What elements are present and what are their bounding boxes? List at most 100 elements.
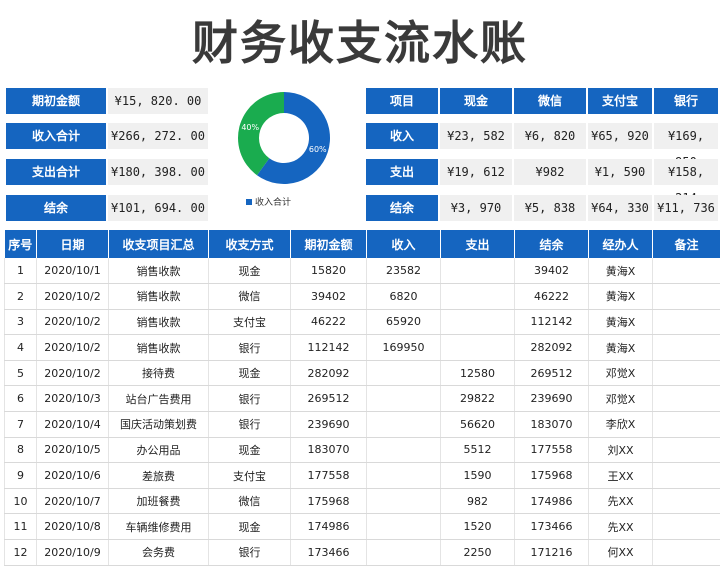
cell-method: 微信 [208, 488, 291, 515]
col-header-handler: 经办人 [588, 230, 653, 258]
cell-date: 2020/10/9 [36, 539, 109, 566]
cell-date: 2020/10/5 [36, 437, 109, 464]
matrix-cell: ¥1, 590 [588, 159, 652, 185]
donut-slice-label-green: 40% [241, 123, 259, 132]
matrix-row-label-income: 收入 [366, 123, 438, 149]
cell-remark [652, 258, 720, 285]
donut-slice [256, 92, 330, 184]
cell-handler: 王XX [588, 462, 653, 489]
cell-balance: 177558 [514, 437, 589, 464]
cell-method: 银行 [208, 411, 291, 438]
matrix-row-label-balance: 结余 [366, 195, 438, 221]
cell-method: 银行 [208, 385, 291, 413]
table-row: 6 2020/10/3 站台广告费用 银行 269512 29822 239690 邓觉X [4, 385, 720, 413]
summary-value-balance: ¥101, 694. 00 [108, 195, 208, 221]
cell-income: 23582 [366, 258, 441, 285]
matrix-row-label-expense: 支出 [366, 159, 438, 185]
matrix-cell: ¥982 [514, 159, 586, 185]
cell-handler: 刘XX [588, 437, 653, 464]
cell-income [366, 462, 441, 489]
cell-remark [652, 283, 720, 310]
cell-remark [652, 488, 720, 515]
donut-slice-label-blue: 60% [309, 145, 327, 154]
cell-date: 2020/10/7 [36, 488, 109, 515]
income-donut-chart: 60% 40% [238, 92, 330, 184]
col-header-balance: 结余 [514, 230, 589, 258]
cell-opening: 239690 [290, 411, 367, 438]
cell-handler: 先XX [588, 488, 653, 515]
legend-swatch [246, 198, 252, 205]
table-row: 4 2020/10/2 销售收款 银行 112142 169950 282092 黄海X [4, 334, 720, 361]
cell-method: 现金 [208, 513, 291, 541]
cell-index: 11 [4, 513, 37, 541]
cell-index: 6 [4, 385, 37, 413]
cell-method: 银行 [208, 539, 291, 566]
cell-opening: 112142 [290, 334, 367, 361]
matrix-header-item: 项目 [366, 88, 438, 114]
cell-handler: 黄海X [588, 258, 653, 285]
ledger-table: 序号 日期 收支项目汇总 收支方式 期初金额 收入 支出 结余 经办人 备注 1… [4, 230, 720, 566]
cell-remark [652, 437, 720, 464]
cell-income: 169950 [366, 334, 441, 361]
cell-index: 7 [4, 411, 37, 438]
matrix-header-wechat: 微信 [514, 88, 586, 114]
cell-date: 2020/10/2 [36, 334, 109, 361]
matrix-cell: ¥64, 330 [588, 195, 652, 221]
cell-method: 现金 [208, 258, 291, 285]
cell-item: 销售收款 [108, 283, 209, 310]
matrix-header-bank: 银行 [654, 88, 718, 114]
cell-date: 2020/10/8 [36, 513, 109, 541]
cell-opening: 15820 [290, 258, 367, 285]
cell-method: 微信 [208, 283, 291, 310]
col-header-opening: 期初金额 [290, 230, 367, 258]
table-row: 8 2020/10/5 办公用品 现金 183070 5512 177558 刘XX [4, 437, 720, 464]
legend-label: 收入合计 [255, 198, 292, 208]
cell-expense: 12580 [440, 360, 515, 387]
cell-balance: 46222 [514, 283, 589, 310]
cell-income [366, 488, 441, 515]
cell-method: 支付宝 [208, 462, 291, 489]
cell-expense [440, 334, 515, 361]
cell-remark [652, 334, 720, 361]
matrix-cell: ¥11, 736 [654, 195, 718, 221]
cell-opening: 282092 [290, 360, 367, 387]
table-row: 9 2020/10/6 差旅费 支付宝 177558 1590 175968 王XX [4, 462, 720, 489]
cell-handler: 邓觉X [588, 360, 653, 387]
col-header-expense: 支出 [440, 230, 515, 258]
cell-balance: 173466 [514, 513, 589, 541]
cell-item: 加班餐费 [108, 488, 209, 515]
page-title: 财务收支流水账 [192, 16, 528, 70]
cell-balance: 174986 [514, 488, 589, 515]
cell-index: 1 [4, 258, 37, 285]
col-header-index: 序号 [4, 230, 37, 258]
table-row: 2 2020/10/2 销售收款 微信 39402 6820 46222 黄海X [4, 283, 720, 310]
table-row: 7 2020/10/4 国庆活动策划费 银行 239690 56620 183070 李欣X [4, 411, 720, 438]
cell-item: 办公用品 [108, 437, 209, 464]
col-header-income: 收入 [366, 230, 441, 258]
cell-remark [652, 462, 720, 489]
cell-income: 6820 [366, 283, 441, 310]
cell-index: 9 [4, 462, 37, 489]
table-row: 5 2020/10/2 接待费 现金 282092 12580 269512 邓觉X [4, 360, 720, 387]
cell-handler: 邓觉X [588, 385, 653, 413]
cell-remark [652, 513, 720, 541]
cell-index: 8 [4, 437, 37, 464]
matrix-header-alipay: 支付宝 [588, 88, 652, 114]
col-header-remark: 备注 [652, 230, 720, 258]
cell-opening: 175968 [290, 488, 367, 515]
donut-slice [238, 92, 284, 176]
cell-item: 站台广告费用 [108, 385, 209, 413]
summary-label-income: 收入合计 [6, 123, 106, 149]
cell-expense: 5512 [440, 437, 515, 464]
cell-item: 车辆维修费用 [108, 513, 209, 541]
col-header-item: 收支项目汇总 [108, 230, 209, 258]
cell-expense [440, 309, 515, 336]
cell-balance: 269512 [514, 360, 589, 387]
table-row: 12 2020/10/9 会务费 银行 173466 2250 171216 何XX [4, 539, 720, 566]
cell-income [366, 539, 441, 566]
table-row: 3 2020/10/2 销售收款 支付宝 46222 65920 112142 黄海X [4, 309, 720, 336]
cell-opening: 174986 [290, 513, 367, 541]
cell-opening: 173466 [290, 539, 367, 566]
matrix-cell: ¥5, 838 [514, 195, 586, 221]
matrix-cell: ¥65, 920 [588, 123, 652, 149]
